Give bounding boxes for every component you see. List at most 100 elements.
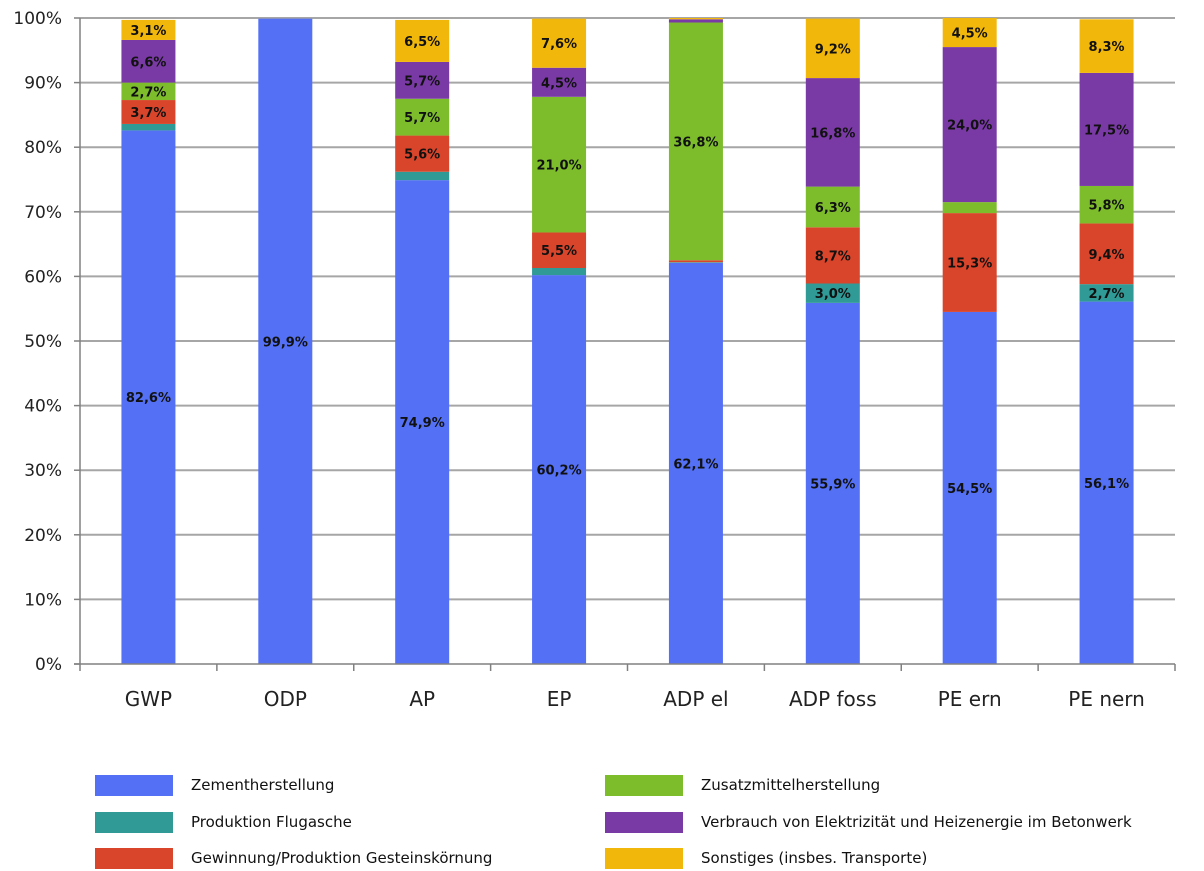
y-tick-label: 100%	[13, 9, 62, 29]
legend-swatch	[605, 774, 683, 796]
bar-segment	[395, 180, 450, 664]
bar-segment	[805, 18, 860, 79]
bar-segment	[532, 18, 587, 68]
gridlines	[80, 17, 1175, 601]
legend-item: Produktion Flugasche	[95, 809, 352, 835]
legend-swatch	[95, 774, 173, 796]
data-label: 6,5%	[404, 35, 440, 50]
y-tick-label: 40%	[24, 397, 62, 417]
data-label: 5,6%	[404, 148, 440, 163]
data-label: 56,1%	[1084, 477, 1129, 492]
bar-segment	[395, 61, 450, 99]
bar-segment	[532, 96, 587, 233]
bar-segment	[805, 302, 860, 664]
data-label: 36,8%	[673, 135, 718, 150]
data-label: 21,0%	[537, 159, 582, 174]
legend-swatch	[605, 847, 683, 869]
bar-segment	[395, 171, 450, 181]
y-tick-label: 50%	[24, 332, 62, 352]
bar-segment	[532, 232, 587, 269]
data-label: 74,9%	[400, 416, 445, 431]
bar-segment	[942, 18, 997, 48]
bar-segment	[668, 262, 723, 263]
y-tick-label: 20%	[24, 526, 62, 546]
legend-swatch	[95, 811, 173, 833]
data-label: 5,7%	[404, 111, 440, 126]
legend-item: Verbrauch von Elektrizität und Heizenerg…	[605, 809, 1132, 835]
y-tick-label: 0%	[35, 655, 62, 675]
legend-label: Produktion Flugasche	[191, 813, 352, 831]
y-axis-tick-labels: 0% 10% 20% 30% 40% 50% 60% 70% 80% 90% 100%	[13, 9, 62, 675]
bar-segment	[121, 82, 176, 101]
bar-segment	[942, 202, 997, 214]
data-label: 3,1%	[130, 24, 166, 39]
data-label: 62,1%	[673, 457, 718, 472]
bar-segment	[1079, 72, 1134, 186]
bar-segment	[395, 19, 450, 62]
y-tick-label: 70%	[24, 203, 62, 223]
x-category-label: PE ern	[938, 687, 1002, 711]
legend-item: Zusatzmittelherstellung	[605, 772, 880, 798]
data-label: 5,8%	[1089, 199, 1125, 214]
x-category-label: ADP foss	[789, 687, 877, 711]
data-label: 6,3%	[815, 201, 851, 216]
x-category-label: ODP	[264, 687, 307, 711]
bar-segment	[668, 260, 723, 263]
legend-label: Zusatzmittelherstellung	[701, 776, 881, 794]
bar-segment	[532, 275, 587, 664]
bar-segment	[942, 47, 997, 203]
legend-label: Gewinnung/Produktion Gesteinskörnung	[191, 849, 493, 867]
bar-segment	[121, 100, 176, 124]
x-category-label: GWP	[125, 687, 172, 711]
x-category-label: EP	[547, 687, 572, 711]
y-tick-label: 80%	[24, 138, 62, 158]
y-tick-label: 60%	[24, 267, 62, 287]
bar-segment	[121, 123, 176, 131]
x-category-label: AP	[409, 687, 435, 711]
bar-segment	[395, 98, 450, 136]
y-tick-label: 30%	[24, 461, 62, 481]
legend-label: Sonstiges (insbes. Transporte)	[701, 849, 928, 867]
bar-segment	[121, 19, 176, 40]
data-label: 7,6%	[541, 37, 577, 52]
legend-item: Gewinnung/Produktion Gesteinskörnung	[95, 845, 492, 871]
data-label: 54,5%	[947, 482, 992, 497]
data-label: 82,6%	[126, 391, 171, 406]
data-label: 8,7%	[815, 249, 851, 264]
bar-segment	[668, 19, 723, 23]
x-category-label: ADP el	[663, 687, 728, 711]
y-tick-label: 90%	[24, 74, 62, 94]
data-label: 6,6%	[130, 55, 166, 70]
bar-segment	[942, 311, 997, 664]
y-tick-label: 10%	[24, 590, 62, 610]
bar-segment	[942, 213, 997, 312]
data-labels: 82,6% 3,7% 2,7% 6,6% 3,1% 99,9% 74,9% 5,6% 5,7% 5…	[126, 24, 1129, 497]
data-label: 3,7%	[130, 106, 166, 121]
bar-segment	[805, 78, 860, 187]
bar-segment	[668, 22, 723, 261]
bar-segment	[668, 262, 723, 664]
bar-segments	[121, 18, 1134, 665]
data-label: 9,4%	[1089, 248, 1125, 263]
data-label: 15,3%	[947, 257, 992, 272]
bar-segment	[668, 18, 723, 20]
data-label: 9,2%	[815, 42, 851, 57]
legend-swatch	[95, 847, 173, 869]
data-label: 24,0%	[947, 119, 992, 134]
x-axis-category-labels: GWP ODP AP EP ADP el ADP foss PE ern PE nern	[125, 687, 1145, 711]
bar-segment	[1079, 284, 1134, 302]
bar-segment	[1079, 19, 1134, 73]
legend-item: Zementherstellung	[95, 772, 334, 798]
data-label: 5,7%	[404, 74, 440, 89]
legend-item: Sonstiges (insbes. Transporte)	[605, 845, 927, 871]
bar-segment	[532, 67, 587, 97]
data-label: 4,5%	[952, 27, 988, 42]
data-label: 3,0%	[815, 287, 851, 302]
data-label: 17,5%	[1084, 123, 1129, 138]
legend-label: Verbrauch von Elektrizität und Heizenerg…	[701, 813, 1132, 831]
data-label: 2,7%	[130, 85, 166, 100]
bar-segment	[805, 186, 860, 228]
bar-segment	[121, 39, 176, 83]
bar-segment	[532, 268, 587, 276]
legend-swatch	[605, 811, 683, 833]
